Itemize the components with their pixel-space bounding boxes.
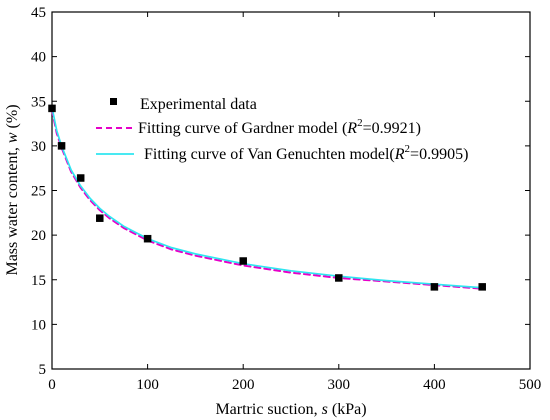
experimental-point-6 xyxy=(335,274,343,282)
legend-label-gardner-r: R xyxy=(346,120,357,137)
y-axis-title-main: Mass water content, xyxy=(4,143,21,275)
legend-label-gardner-value: =0.9921) xyxy=(363,120,421,137)
legend-label-experimental: Experimental data xyxy=(140,96,257,113)
y-axis-title-var: w xyxy=(4,132,21,143)
experimental-point-5 xyxy=(239,257,247,265)
experimental-point-1 xyxy=(57,142,66,150)
experimental-point-0 xyxy=(48,104,56,113)
y-tick-label-7: 40 xyxy=(31,50,46,66)
experimental-point-7 xyxy=(430,283,439,291)
series-layer xyxy=(48,104,486,291)
x-axis-title-var: s xyxy=(322,401,328,418)
x-tick-label-5: 500 xyxy=(519,377,542,393)
y-axis-ticks: 5 10 15 20 25 30 35 40 45 xyxy=(31,5,530,378)
legend-label-van-genuchten-r: R xyxy=(394,146,405,163)
x-axis-title-unit: (kPa) xyxy=(328,401,367,418)
y-tick-label-0: 5 xyxy=(39,362,47,378)
y-tick-label-8: 45 xyxy=(31,5,46,21)
legend-label-van-genuchten-prefix: Fitting curve of Van Genuchten model( xyxy=(144,146,395,163)
experimental-point-8 xyxy=(478,283,486,291)
legend-label-van-genuchten: Fitting curve of Van Genuchten model(R2=… xyxy=(144,143,468,163)
experimental-point-4 xyxy=(143,234,152,243)
x-tick-label-3: 300 xyxy=(328,377,351,393)
x-axis-title-main: Martric suction, xyxy=(215,401,321,418)
y-tick-label-4: 25 xyxy=(31,184,46,200)
x-tick-label-4: 400 xyxy=(423,377,446,393)
y-tick-label-2: 15 xyxy=(31,273,46,289)
y-tick-label-3: 20 xyxy=(31,228,46,244)
legend-marker-experimental xyxy=(110,98,117,105)
legend-label-van-genuchten-value: =0.9905) xyxy=(410,146,468,163)
x-tick-label-2: 200 xyxy=(232,377,255,393)
y-tick-label-5: 30 xyxy=(31,139,46,155)
legend-label-gardner-r-sup: 2 xyxy=(357,117,363,129)
van-genuchten-fit-line xyxy=(51,106,484,289)
x-tick-label-1: 100 xyxy=(136,377,159,393)
x-axis-ticks: 0 100 200 300 400 500 xyxy=(48,12,541,393)
x-tick-label-0: 0 xyxy=(48,377,56,393)
y-tick-label-6: 35 xyxy=(31,94,46,110)
experimental-point-3 xyxy=(96,214,104,222)
legend: Experimental data Fitting curve of Gardne… xyxy=(96,96,468,163)
y-axis-title: Mass water content, w (%) xyxy=(4,104,21,275)
legend-label-van-genuchten-r-sup: 2 xyxy=(405,143,411,155)
y-axis-title-unit: (%) xyxy=(4,104,21,132)
legend-label-gardner-prefix: Fitting curve of Gardner model ( xyxy=(138,120,347,137)
legend-label-gardner: Fitting curve of Gardner model (R2=0.992… xyxy=(138,117,421,137)
x-axis-title: Martric suction, s (kPa) xyxy=(215,401,366,418)
plot-area xyxy=(51,11,531,370)
y-tick-label-1: 10 xyxy=(31,317,46,333)
experimental-point-2 xyxy=(76,174,85,182)
